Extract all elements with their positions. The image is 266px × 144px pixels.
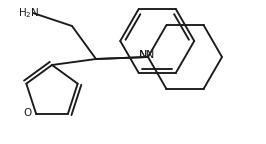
Text: N: N xyxy=(146,50,154,60)
Text: H$_2$N: H$_2$N xyxy=(18,6,40,20)
Text: N: N xyxy=(139,50,147,60)
Text: O: O xyxy=(23,108,31,118)
Text: N: N xyxy=(139,50,147,60)
